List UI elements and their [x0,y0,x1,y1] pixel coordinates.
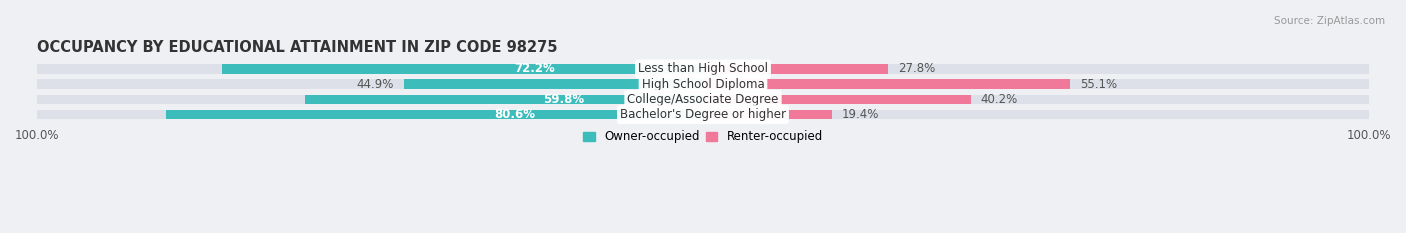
Text: College/Associate Degree: College/Associate Degree [627,93,779,106]
Text: Bachelor's Degree or higher: Bachelor's Degree or higher [620,108,786,121]
Text: 40.2%: 40.2% [980,93,1018,106]
Bar [703,110,832,119]
Text: Less than High School: Less than High School [638,62,768,75]
Text: 44.9%: 44.9% [357,78,394,91]
Bar [37,79,1369,89]
Bar [404,79,703,89]
Text: 27.8%: 27.8% [898,62,935,75]
Bar [222,64,703,74]
Bar [37,95,1369,104]
Bar [305,95,703,104]
Text: OCCUPANCY BY EDUCATIONAL ATTAINMENT IN ZIP CODE 98275: OCCUPANCY BY EDUCATIONAL ATTAINMENT IN Z… [37,40,558,55]
Bar [703,64,889,74]
Text: 59.8%: 59.8% [543,93,585,106]
Text: High School Diploma: High School Diploma [641,78,765,91]
Bar [703,79,1070,89]
Text: Source: ZipAtlas.com: Source: ZipAtlas.com [1274,16,1385,26]
Bar [37,64,1369,74]
Text: 19.4%: 19.4% [842,108,880,121]
Text: 55.1%: 55.1% [1080,78,1116,91]
Text: 72.2%: 72.2% [515,62,555,75]
Bar [703,95,970,104]
Text: 80.6%: 80.6% [495,108,536,121]
Bar [166,110,703,119]
Bar [37,110,1369,119]
Legend: Owner-occupied, Renter-occupied: Owner-occupied, Renter-occupied [578,126,828,148]
